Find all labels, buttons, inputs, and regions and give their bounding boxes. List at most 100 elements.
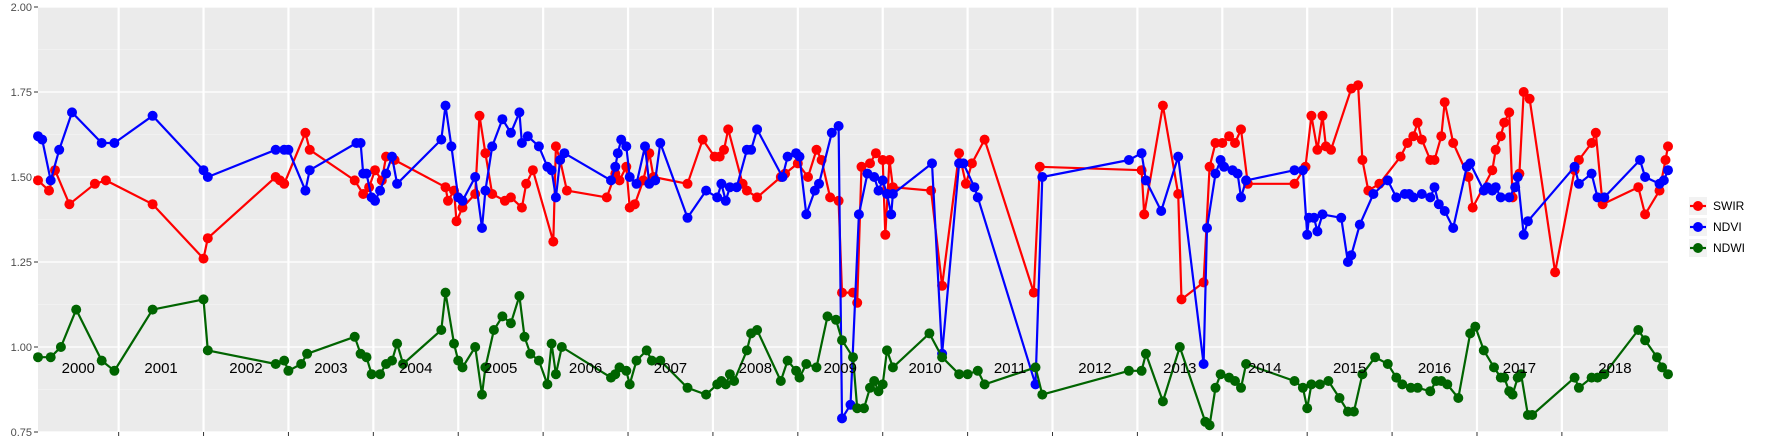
- data-point-ndwi: [720, 379, 731, 390]
- data-point-ndwi: [837, 335, 847, 346]
- year-label: 2001: [144, 360, 177, 377]
- data-point-ndwi: [729, 376, 740, 386]
- data-point-ndvi: [1302, 229, 1313, 240]
- data-point-ndvi: [869, 172, 880, 182]
- data-point-swir: [443, 195, 453, 206]
- data-point-ndwi: [848, 352, 858, 363]
- data-point-ndvi: [720, 195, 731, 206]
- data-point-ndwi: [1425, 386, 1436, 397]
- data-point-swir: [803, 172, 813, 182]
- data-point-ndwi: [109, 365, 120, 376]
- data-point-ndwi: [1136, 365, 1147, 376]
- year-label: 2007: [654, 360, 687, 377]
- data-point-swir: [1217, 138, 1228, 148]
- data-point-ndvi: [440, 100, 451, 111]
- data-point-ndvi: [1495, 192, 1506, 203]
- data-point-swir: [865, 158, 875, 169]
- data-point-ndvi: [202, 172, 213, 182]
- data-point-swir: [100, 175, 111, 186]
- data-point-ndwi: [449, 338, 459, 349]
- data-point-ndvi: [1173, 151, 1184, 162]
- data-point-ndvi: [1490, 182, 1501, 193]
- data-point-swir: [979, 134, 990, 145]
- data-point-ndwi: [283, 365, 294, 376]
- data-point-ndwi: [497, 311, 508, 322]
- series-layer: [33, 80, 1673, 431]
- data-point-swir: [1326, 144, 1336, 155]
- year-label: 2010: [908, 360, 941, 377]
- data-point-swir: [1429, 155, 1440, 165]
- year-label: 2015: [1333, 360, 1366, 377]
- data-point-swir: [1633, 182, 1644, 193]
- data-point-ndvi: [54, 144, 65, 155]
- data-point-ndwi: [1465, 328, 1476, 339]
- data-point-ndvi: [1510, 182, 1521, 193]
- data-point-ndvi: [1289, 165, 1300, 176]
- data-point-ndvi: [837, 413, 847, 424]
- year-labels: 2000 2001 2002 2003 2004 2005 2006 2007 2008 2009…: [62, 360, 1632, 377]
- year-label: 2012: [1078, 360, 1111, 377]
- data-point-ndwi: [701, 389, 712, 400]
- data-point-ndvi: [1354, 219, 1365, 230]
- data-point-ndvi: [45, 175, 56, 186]
- data-point-ndwi: [533, 355, 544, 366]
- year-label: 2018: [1598, 360, 1631, 377]
- data-point-swir: [682, 178, 693, 189]
- data-point-ndvi: [497, 114, 508, 125]
- legend-label-ndwi: NDWI: [1713, 241, 1745, 255]
- data-point-ndwi: [631, 355, 642, 366]
- data-point-ndvi: [522, 131, 533, 142]
- data-point-swir: [1586, 138, 1597, 148]
- data-point-swir: [697, 134, 708, 145]
- data-point-ndvi: [1312, 226, 1323, 237]
- data-point-ndvi: [650, 175, 661, 186]
- data-point-ndwi: [1230, 376, 1240, 386]
- data-point-ndwi: [869, 376, 880, 386]
- data-point-ndwi: [831, 314, 841, 325]
- data-point-ndwi: [296, 359, 307, 369]
- data-point-swir: [723, 124, 734, 135]
- data-point-ndwi: [1357, 369, 1368, 380]
- data-point-swir: [358, 189, 369, 199]
- legend-key-point: [1693, 243, 1703, 253]
- y-tick-label: 1.50: [11, 172, 32, 184]
- data-point-ndwi: [556, 342, 567, 352]
- year-label: 2009: [824, 360, 857, 377]
- data-point-ndvi: [731, 182, 742, 193]
- data-point-ndwi: [1397, 379, 1408, 390]
- data-point-ndwi: [1633, 325, 1644, 335]
- data-point-ndvi: [381, 168, 392, 179]
- data-point-swir: [1590, 127, 1601, 138]
- data-point-swir: [601, 192, 612, 203]
- data-point-ndvi: [1198, 359, 1209, 369]
- data-point-ndvi: [1663, 165, 1673, 176]
- legend-key-point: [1693, 201, 1703, 211]
- data-point-ndvi: [1512, 172, 1523, 182]
- legend-item-ndwi: NDWI: [1689, 239, 1745, 257]
- year-label: 2017: [1503, 360, 1536, 377]
- data-point-ndwi: [470, 342, 481, 352]
- data-point-ndvi: [972, 192, 983, 203]
- year-label: 2006: [569, 360, 602, 377]
- data-point-ndvi: [712, 192, 723, 203]
- data-point-ndwi: [457, 362, 468, 373]
- data-point-ndvi: [853, 209, 864, 220]
- data-point-ndwi: [937, 352, 948, 363]
- data-point-ndwi: [1306, 379, 1317, 390]
- data-point-swir: [811, 144, 822, 155]
- legend-key-point: [1693, 222, 1703, 232]
- data-point-swir: [960, 178, 971, 189]
- legend-item-ndvi: NDVI: [1689, 218, 1742, 236]
- data-point-ndwi: [887, 362, 898, 373]
- legend-label-swir: SWIR: [1713, 199, 1745, 213]
- data-point-swir: [837, 287, 847, 298]
- year-label: 2003: [314, 360, 347, 377]
- data-point-ndwi: [488, 325, 499, 335]
- data-point-ndvi: [801, 209, 812, 220]
- data-point-ndvi: [283, 144, 294, 155]
- data-point-ndvi: [1518, 229, 1529, 240]
- data-point-ndvi: [1123, 155, 1134, 165]
- data-point-swir: [1289, 178, 1300, 189]
- data-point-ndvi: [814, 178, 824, 189]
- data-point-ndwi: [279, 355, 290, 366]
